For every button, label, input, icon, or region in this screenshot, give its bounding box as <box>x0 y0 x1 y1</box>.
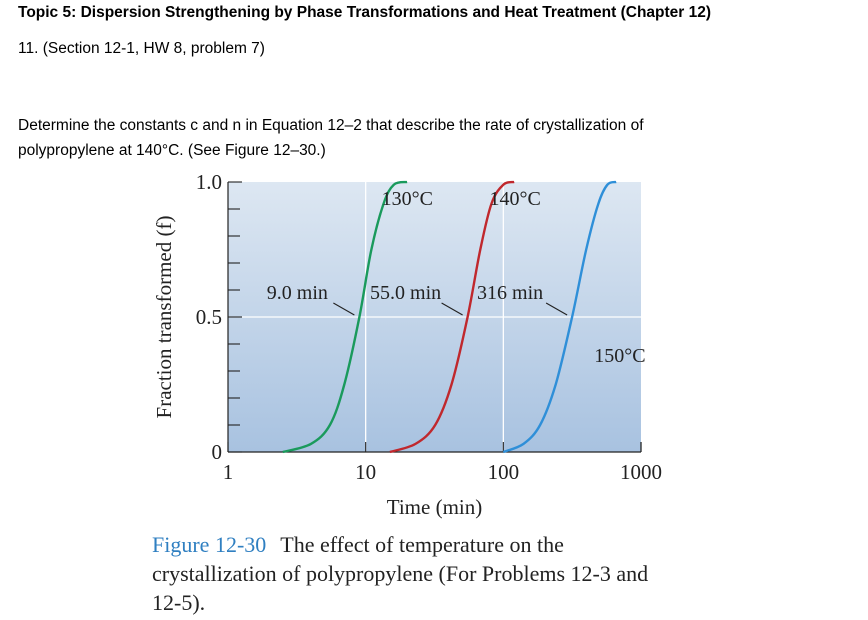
chart-labels: 0 0.5 1.0 1 10 100 1000 Time (min) Fraction tran… <box>152 170 662 519</box>
y-tick-label: 0 <box>212 440 223 464</box>
annotation-leader <box>441 302 463 316</box>
axes <box>227 181 642 453</box>
y-tick-label: 0.5 <box>196 305 222 329</box>
annotation-label: 55.0 min <box>370 282 441 304</box>
figure-caption: Figure 12-30 The effect of temperature on… <box>152 530 672 617</box>
x-tick-label: 1 <box>223 460 234 484</box>
problem-reference: 11. (Section 12-1, HW 8, problem 7) <box>18 40 265 57</box>
series-label: 140°C <box>489 188 540 210</box>
question-text: Determine the constants c and n in Equat… <box>18 117 644 159</box>
annotation-leader <box>333 302 355 316</box>
page-heading: Topic 5: Dispersion Strengthening by Pha… <box>18 4 712 21</box>
annotation-leader <box>545 302 568 316</box>
annotation-label: 9.0 min <box>267 282 328 304</box>
series-label: 130°C <box>382 188 433 210</box>
y-tick-label: 1.0 <box>196 170 222 194</box>
annotation-label: 316 min <box>477 282 543 304</box>
figure-label: Figure 12-30 <box>152 532 267 557</box>
caption-text: The effect of temperature on the crystal… <box>152 532 649 615</box>
series-line <box>389 180 515 454</box>
series-line <box>282 180 408 454</box>
x-tick-label: 10 <box>355 460 376 484</box>
y-axis-title: Fraction transformed (f) <box>152 216 176 419</box>
x-tick-label: 1000 <box>620 460 662 484</box>
x-tick-label: 100 <box>488 460 520 484</box>
series-label: 150°C <box>594 345 645 367</box>
data-series <box>282 180 617 454</box>
crystallization-chart: 0 0.5 1.0 1 10 100 1000 Time (min) Fraction tran… <box>152 170 662 519</box>
x-axis-title: Time (min) <box>387 495 482 519</box>
series-line <box>502 180 617 454</box>
